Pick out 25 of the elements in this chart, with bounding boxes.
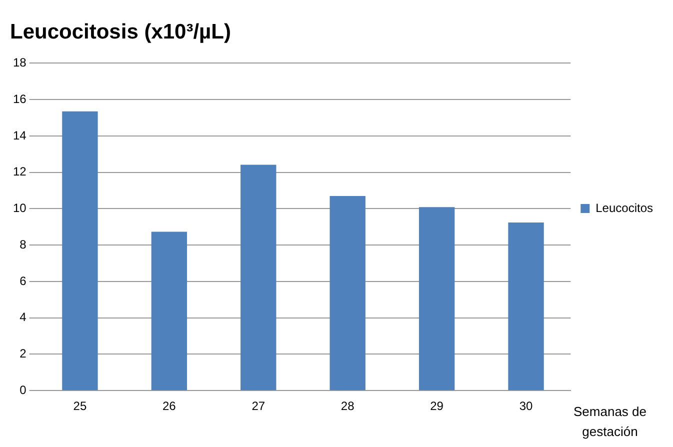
x-tick-label: 26 xyxy=(162,399,176,414)
bar xyxy=(240,164,276,390)
x-tick-label: 30 xyxy=(519,399,534,414)
y-tick-label: 2 xyxy=(20,346,27,361)
y-tick-label: 6 xyxy=(20,274,27,288)
bar xyxy=(508,222,544,390)
x-tick-label: 25 xyxy=(73,399,87,414)
y-tick-label: 18 xyxy=(12,56,27,70)
y-tick-label: 10 xyxy=(12,201,27,216)
x-axis-title: Semanas de gestación xyxy=(572,403,648,441)
y-tick-label: 16 xyxy=(12,92,27,106)
x-tick-label: 27 xyxy=(252,399,266,414)
legend-label: Leucocitos xyxy=(596,200,654,215)
bar xyxy=(330,196,366,390)
bar xyxy=(62,111,98,390)
y-tick-label: 4 xyxy=(20,310,27,324)
y-tick-label: 12 xyxy=(12,164,27,179)
y-tick-label: 8 xyxy=(20,237,27,252)
bar xyxy=(418,207,455,390)
x-tick-label: 29 xyxy=(430,399,444,414)
chart-title: Leucocitosis (x10³/µL) xyxy=(10,20,231,44)
y-tick-label: 14 xyxy=(12,128,27,142)
x-tick-label: 28 xyxy=(340,399,355,414)
bar xyxy=(151,232,188,390)
y-tick-label: 0 xyxy=(20,382,27,397)
